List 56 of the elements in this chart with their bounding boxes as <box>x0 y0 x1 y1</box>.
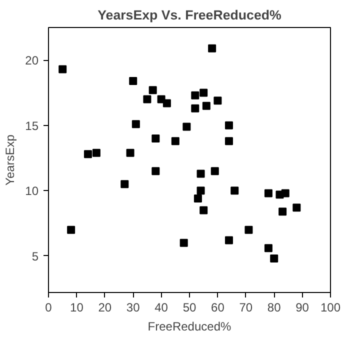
y-tick-label: 20 <box>25 54 39 68</box>
point <box>180 238 188 247</box>
point <box>182 122 191 131</box>
point <box>152 134 160 142</box>
point <box>292 204 301 212</box>
point <box>148 86 157 94</box>
x-tick-label: 90 <box>296 300 310 314</box>
point <box>126 148 134 157</box>
point <box>200 206 208 214</box>
y-axis-title: YearsExp <box>3 134 18 186</box>
point <box>200 88 208 97</box>
point <box>196 186 205 195</box>
point <box>208 44 216 52</box>
point <box>84 150 92 158</box>
point <box>202 102 210 110</box>
point <box>58 65 67 74</box>
y-tick-label: 10 <box>25 184 39 198</box>
point <box>264 189 272 198</box>
point <box>196 170 205 178</box>
x-tick-label: 50 <box>182 300 196 314</box>
x-tick-label: 0 <box>45 300 52 314</box>
y-tick-label: 15 <box>25 118 39 133</box>
point <box>224 137 233 146</box>
point <box>278 208 287 216</box>
point <box>191 104 200 112</box>
point <box>194 194 202 203</box>
point <box>230 186 239 195</box>
point <box>171 137 180 146</box>
point <box>152 167 160 176</box>
point <box>120 180 129 188</box>
point <box>281 189 290 198</box>
chart-title: YearsExp Vs. FreeReduced% <box>98 8 282 22</box>
point <box>244 226 253 234</box>
x-tick-label: 40 <box>154 300 168 314</box>
point <box>143 95 152 104</box>
point <box>191 91 200 100</box>
point <box>92 148 100 157</box>
x-tick-label: 30 <box>126 300 140 314</box>
point <box>224 121 233 130</box>
point <box>162 99 171 108</box>
x-tick-label: 60 <box>211 300 225 314</box>
y-tick-label: 5 <box>32 249 39 264</box>
x-tick-label: 100 <box>320 300 341 314</box>
x-tick-label: 70 <box>239 300 253 314</box>
point <box>270 254 278 263</box>
x-tick-label: 80 <box>267 300 282 314</box>
point <box>264 244 272 252</box>
x-tick-label: 10 <box>70 300 84 314</box>
x-tick-label: 20 <box>98 300 112 314</box>
point <box>129 77 138 86</box>
point <box>67 226 76 234</box>
point <box>132 120 140 128</box>
x-axis-title: FreeReduced% <box>148 320 232 334</box>
point <box>210 167 219 176</box>
point <box>224 236 233 244</box>
point <box>214 96 222 105</box>
